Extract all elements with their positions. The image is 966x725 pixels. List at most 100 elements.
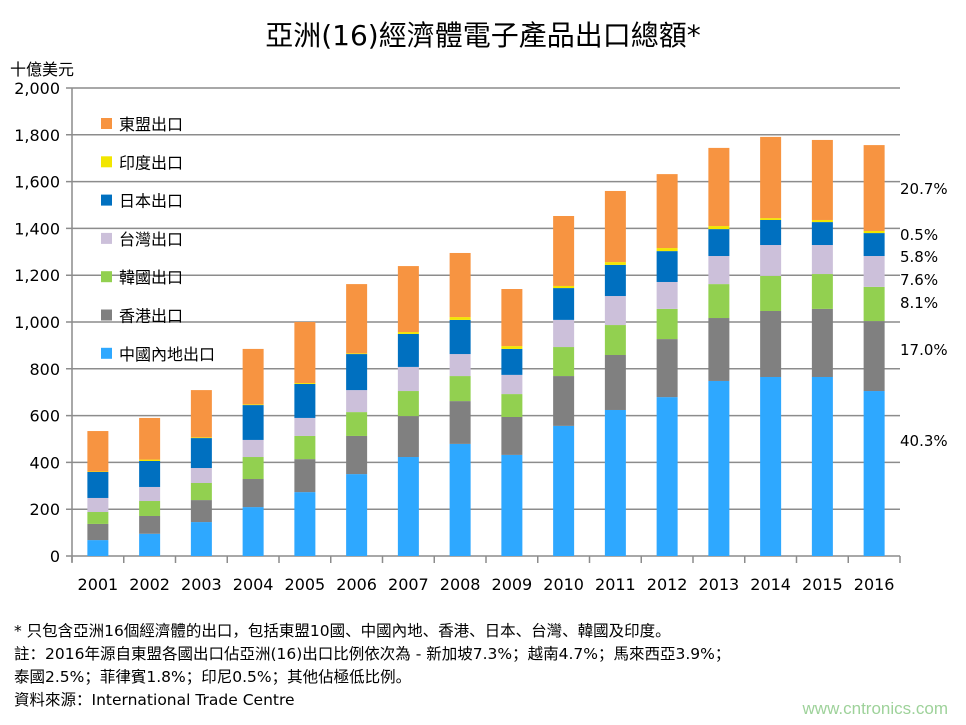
bar-segment: [190, 500, 212, 523]
chart-title: 亞洲(16)經濟體電子產品出口總額*: [265, 19, 701, 52]
x-tick-label: 2002: [129, 575, 170, 594]
bar-segment: [190, 438, 212, 469]
bar-segment: [397, 391, 419, 417]
bar-segment: [656, 397, 678, 556]
footnote-source: 資料來源：International Trade Centre: [14, 691, 295, 709]
share-annotation: 17.0%: [900, 341, 948, 359]
bar-segment: [87, 471, 109, 498]
bar-segment: [87, 523, 109, 541]
footnote-note-cont: 泰國2.5%；菲律賓1.8%；印尼0.5%；其他佔極低比例。: [14, 668, 412, 686]
bar-segment: [139, 501, 161, 516]
x-tick-label: 2014: [750, 575, 791, 594]
bar-segment: [242, 457, 264, 480]
bar-segment: [294, 383, 316, 385]
bar-segment: [811, 222, 833, 246]
bar-segment: [553, 425, 575, 556]
y-tick-label: 2,000: [14, 79, 60, 98]
x-tick-label: 2007: [388, 575, 429, 594]
bar-segment: [87, 431, 109, 472]
bar-segment: [760, 376, 782, 556]
y-tick-label: 1,600: [14, 173, 60, 192]
x-tick-label: 2001: [78, 575, 119, 594]
bar-segment: [139, 486, 161, 502]
bar-segment: [397, 457, 419, 556]
bar-segment: [397, 332, 419, 334]
bar-segment: [242, 479, 264, 508]
y-tick-label: 1,000: [14, 313, 60, 332]
footnote-note: 註：2016年源自東盟各國出口佔亞洲(16)出口比例依次為 - 新加坡7.3%；…: [14, 645, 731, 663]
bar-segment: [449, 252, 471, 318]
bar-segment: [604, 409, 626, 556]
bar-segment: [501, 454, 523, 556]
bar-segment: [708, 284, 730, 319]
bar-segment: [242, 439, 264, 458]
bar-segment: [811, 245, 833, 275]
y-tick-label: 400: [29, 453, 60, 472]
bar-segment: [346, 284, 368, 354]
y-tick-label: 0: [50, 547, 60, 566]
y-axis-label: 十億美元: [10, 60, 75, 79]
share-annotation: 8.1%: [900, 294, 938, 312]
bar-segment: [346, 435, 368, 475]
bar-segment: [190, 468, 212, 483]
bar-segment: [501, 346, 523, 349]
bar-segment: [242, 348, 264, 405]
x-tick-label: 2005: [285, 575, 326, 594]
bar-segment: [346, 390, 368, 413]
bar-segment: [139, 459, 161, 461]
bar-segment: [294, 322, 316, 384]
y-tick-label: 600: [29, 407, 60, 426]
bar-segment: [604, 325, 626, 355]
y-tick-label: 800: [29, 360, 60, 379]
bar-segment: [863, 256, 885, 287]
share-annotation: 40.3%: [900, 432, 948, 450]
legend-label: 台灣出口: [119, 230, 183, 249]
y-tick-label: 1,400: [14, 219, 60, 238]
legend-swatch: [101, 347, 112, 359]
x-tick-label: 2003: [181, 575, 222, 594]
bar-segment: [449, 401, 471, 444]
y-tick-label: 1,800: [14, 126, 60, 145]
bar-segment: [811, 376, 833, 556]
bar-segment: [87, 497, 109, 513]
bar-segment: [811, 274, 833, 309]
bar-segment: [760, 219, 782, 246]
legend-swatch: [101, 309, 112, 321]
bar-segment: [656, 251, 678, 282]
bar-segment: [190, 437, 212, 439]
watermark: www.cntronics.com: [802, 699, 948, 718]
bar-segment: [811, 219, 833, 223]
bar-segment: [553, 285, 575, 289]
share-annotation: 7.6%: [900, 271, 938, 289]
bar-segment: [501, 289, 523, 347]
bar-segment: [656, 248, 678, 252]
legend-swatch: [101, 156, 112, 168]
legend-swatch: [101, 271, 112, 283]
bar-segment: [242, 507, 264, 556]
x-tick-label: 2013: [699, 575, 740, 594]
bar-segment: [346, 474, 368, 556]
bar-segment: [760, 218, 782, 220]
bar-segment: [656, 174, 678, 249]
legend-label: 韓國出口: [119, 268, 183, 287]
bar-segment: [87, 512, 109, 524]
bar-segment: [708, 226, 730, 230]
legend-swatch: [101, 194, 112, 206]
bar-segment: [397, 266, 419, 333]
bar-segment: [294, 435, 316, 460]
legend-label: 印度出口: [119, 153, 183, 172]
bar-segment: [863, 321, 885, 392]
bar-segment: [449, 317, 471, 320]
bar-segment: [708, 229, 730, 257]
x-tick-label: 2010: [543, 575, 584, 594]
bar-segment: [449, 376, 471, 402]
bar-segment: [346, 354, 368, 391]
bar-segment: [708, 147, 730, 227]
bar-segment: [139, 460, 161, 487]
bar-segment: [760, 275, 782, 312]
footnote-scope: * 只包含亞洲16個經濟體的出口，包括東盟10國、中國內地、香港、日本、台灣、韓…: [14, 622, 671, 640]
bar-segment: [501, 348, 523, 375]
x-tick-label: 2016: [854, 575, 895, 594]
bar-segment: [604, 264, 626, 297]
bar-segment: [760, 245, 782, 276]
